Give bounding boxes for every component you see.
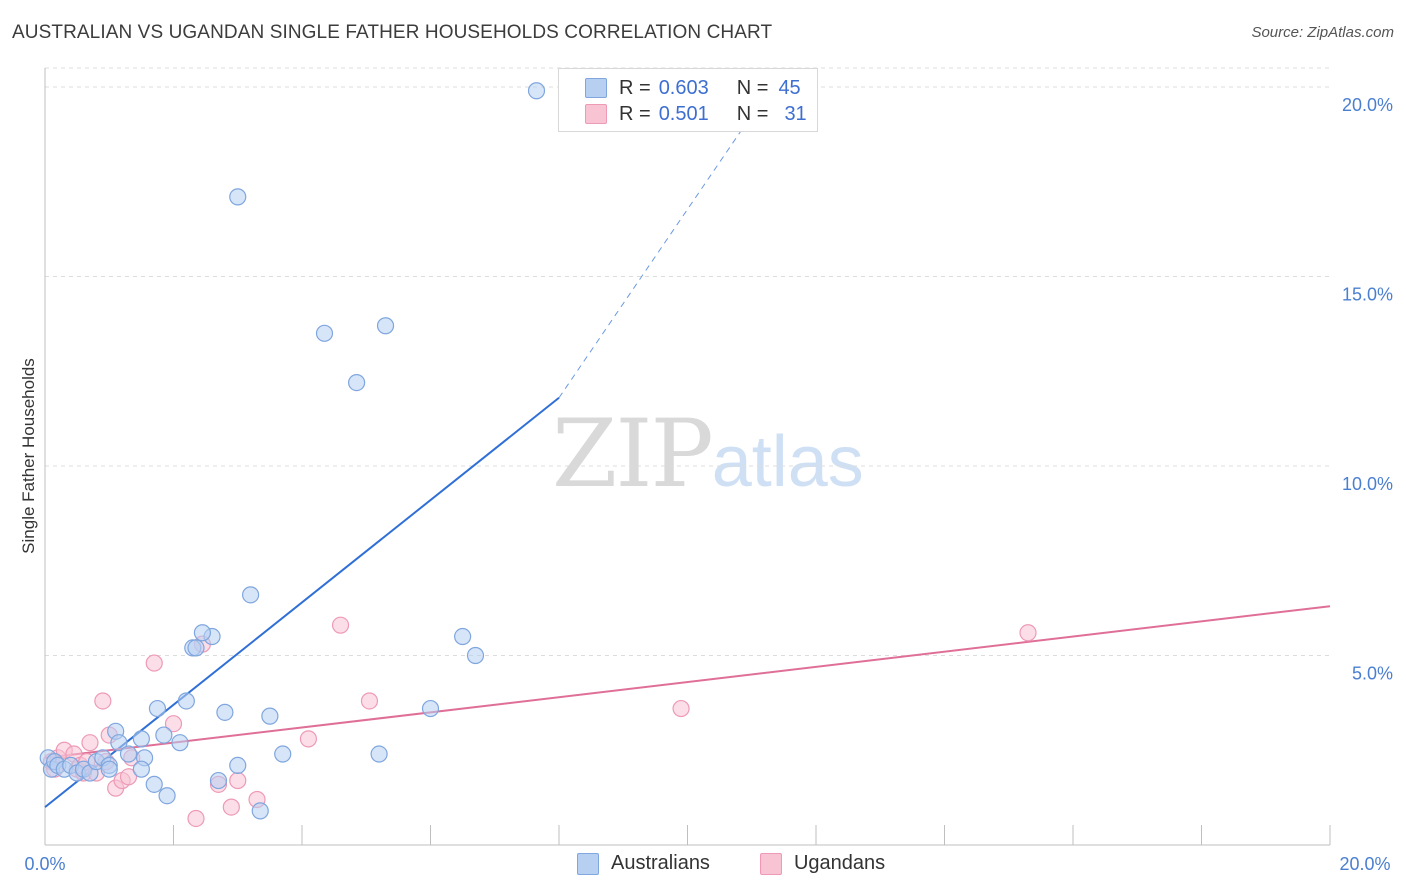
- ugandans-point: [94, 692, 112, 710]
- chart-title: AUSTRALIAN VS UGANDAN SINGLE FATHER HOUS…: [12, 22, 773, 43]
- legend-n-label: N =: [736, 76, 769, 99]
- series-legend: Australians Ugandans: [577, 852, 885, 875]
- ugandans-trend-line: [44, 605, 1331, 759]
- source-label: Source: ZipAtlas.com: [1251, 24, 1394, 41]
- australians-point: [187, 639, 205, 657]
- legend-n-value: 31: [784, 102, 807, 125]
- y-tick-label: 15.0%: [1342, 284, 1393, 304]
- grid-lines: [45, 67, 1330, 656]
- ugandans-point: [187, 809, 205, 828]
- australians-point: [261, 707, 279, 725]
- ugandans-point: [1019, 624, 1037, 642]
- data-points: [39, 82, 1037, 828]
- australians-point: [274, 745, 292, 763]
- ugandans-point: [360, 692, 379, 710]
- legend-n-label: N =: [736, 102, 769, 125]
- australians-point: [177, 692, 195, 710]
- australians-point: [315, 324, 334, 342]
- australians-point: [209, 771, 228, 790]
- legend-n-value: 45: [778, 76, 801, 99]
- australians-point: [171, 734, 189, 752]
- ugandans-point: [164, 715, 183, 733]
- watermark-zip: ZIP: [552, 400, 714, 509]
- australians-point: [110, 734, 128, 752]
- australians-point: [216, 703, 234, 721]
- legend-r-value: 0.603: [658, 76, 709, 99]
- x-tick-label: 20.0%: [1339, 854, 1390, 874]
- australians-point: [148, 699, 167, 718]
- legend-ugandans: Ugandans: [793, 852, 886, 874]
- legend-row-ugandans: R = 0.501 N = 31: [585, 103, 807, 125]
- australians-point: [376, 317, 395, 335]
- ugandans-point: [229, 771, 247, 790]
- ugandans-point: [81, 734, 99, 752]
- legend-r-label: R =: [619, 102, 651, 125]
- australians-point: [155, 726, 173, 744]
- australians-point: [348, 373, 366, 392]
- australians-point: [421, 699, 440, 718]
- x-tick-label: 0.0%: [24, 854, 65, 874]
- y-tick-label: 10.0%: [1342, 474, 1393, 494]
- watermark: ZIPatlas: [552, 400, 864, 509]
- australians-point: [119, 745, 138, 763]
- ugandans-point: [299, 730, 318, 748]
- australians-point: [132, 730, 150, 748]
- australians-point: [466, 646, 485, 665]
- axes: [44, 68, 1331, 846]
- legend-australians: Australians: [611, 852, 710, 874]
- correlation-legend: R = 0.603 N = 45 R = 0.501 N = 31: [558, 68, 818, 132]
- australians-point: [145, 775, 163, 793]
- ugandans-point: [145, 654, 163, 672]
- australians-trend-line: [44, 396, 560, 808]
- australians-point: [229, 188, 247, 206]
- australians-point: [251, 802, 269, 820]
- australians-point: [527, 82, 546, 100]
- watermark-atlas: atlas: [711, 422, 864, 502]
- y-tick-label: 5.0%: [1352, 663, 1393, 683]
- australians-point: [454, 627, 472, 646]
- ugandans-point: [222, 798, 240, 816]
- trend-lines: [44, 67, 1331, 808]
- ugandans-point: [672, 699, 690, 718]
- australians-legend-swatch: [577, 852, 599, 875]
- ugandans-point: [331, 616, 350, 634]
- y-tick-label: 20.0%: [1342, 95, 1393, 115]
- tick-labels: 5.0% 10.0% 15.0% 20.0% 0.0% 20.0%: [24, 95, 1393, 874]
- ugandans-legend-swatch: [759, 852, 782, 875]
- australians-point: [370, 745, 388, 763]
- australians-point: [158, 787, 176, 805]
- australians-point: [242, 586, 260, 604]
- legend-row-australians: R = 0.603 N = 45: [585, 77, 801, 99]
- legend-r-label: R =: [619, 76, 651, 99]
- australians-point: [100, 760, 118, 778]
- australians-point: [193, 624, 212, 642]
- australians-swatch: [585, 78, 607, 98]
- australians-point: [229, 756, 247, 775]
- ugandans-point: [119, 768, 138, 786]
- ugandans-swatch: [585, 104, 607, 124]
- australians-point: [132, 760, 150, 778]
- legend-r-value: 0.501: [658, 102, 709, 125]
